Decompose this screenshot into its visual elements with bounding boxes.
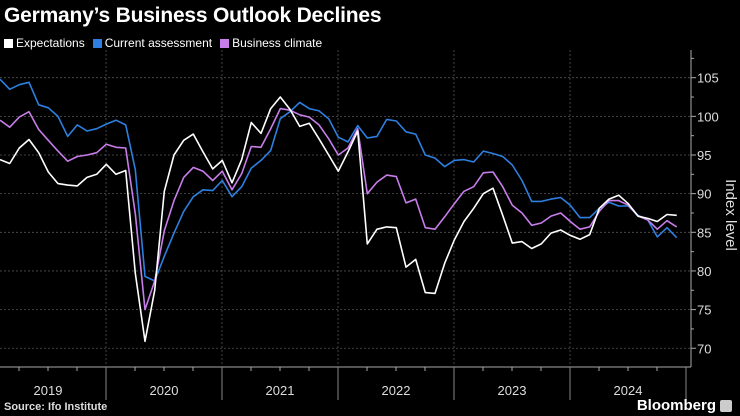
bloomberg-chart-icon xyxy=(720,399,732,412)
y-tick-label: 90 xyxy=(697,187,711,202)
y-axis-title: Index level xyxy=(722,179,739,251)
y-tick-label: 105 xyxy=(697,71,719,86)
legend-label: Current assessment xyxy=(104,36,213,50)
x-tick-label: 2021 xyxy=(266,383,295,398)
y-tick-label: 70 xyxy=(697,341,711,356)
chart-title: Germany’s Business Outlook Declines xyxy=(4,4,382,27)
legend-item-current-assessment: Current assessment xyxy=(92,36,213,50)
x-tick-label: 2020 xyxy=(150,383,179,398)
bloomberg-logo: Bloomberg xyxy=(637,397,732,414)
y-tick-label: 95 xyxy=(697,148,711,163)
y-tick-label: 75 xyxy=(697,303,711,318)
y-tick-label: 85 xyxy=(697,225,711,240)
brand-text: Bloomberg xyxy=(636,397,716,414)
source-note: Source: Ifo Institute xyxy=(4,401,108,413)
x-tick-label: 2024 xyxy=(614,383,643,398)
legend-label: Expectations xyxy=(16,36,85,50)
legend-item-business-climate: Business climate xyxy=(220,36,322,50)
legend-swatch xyxy=(92,38,102,48)
x-tick-label: 2019 xyxy=(34,383,63,398)
legend-item-expectations: Expectations xyxy=(4,36,85,50)
legend-label: Business climate xyxy=(232,36,323,50)
legend: Expectations Current assessment Business… xyxy=(4,36,322,50)
y-tick-label: 80 xyxy=(697,264,711,279)
legend-swatch xyxy=(4,38,13,48)
y-tick-label: 100 xyxy=(697,109,719,124)
legend-swatch xyxy=(220,38,230,48)
x-tick-label: 2022 xyxy=(382,383,411,398)
x-tick-label: 2023 xyxy=(498,383,527,398)
